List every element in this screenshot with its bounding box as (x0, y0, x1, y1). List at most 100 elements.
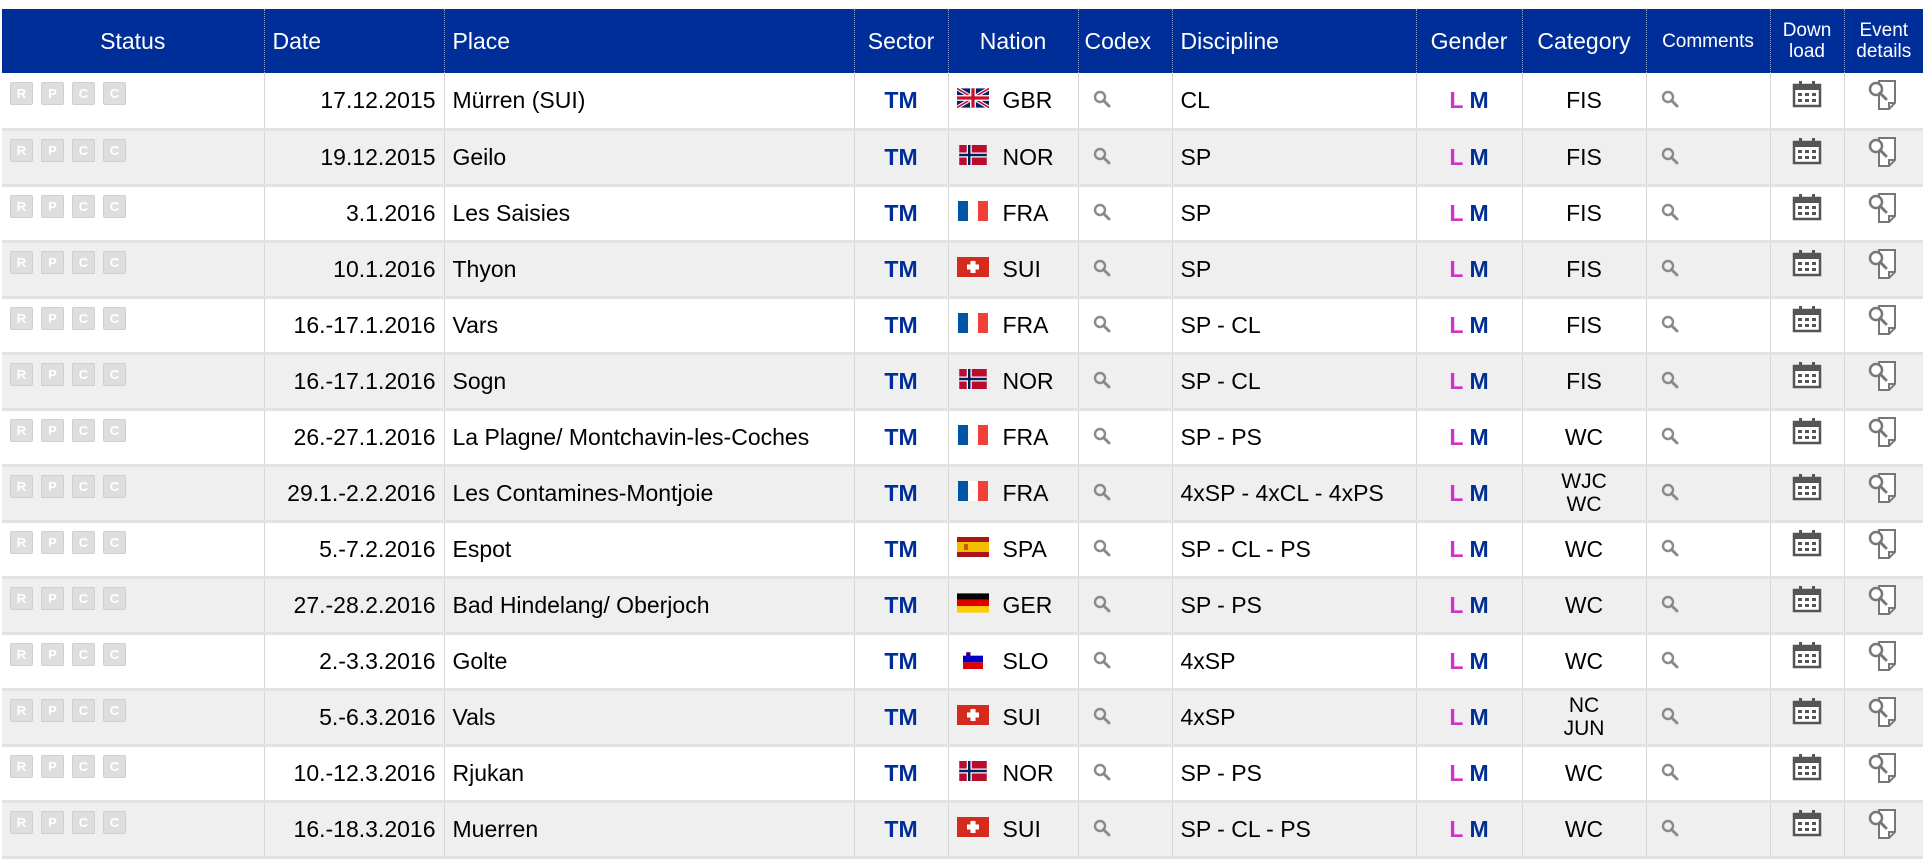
status-box-1[interactable]: P (41, 418, 64, 442)
event-details-icon[interactable] (1867, 77, 1901, 117)
status-box-1[interactable]: P (41, 362, 64, 386)
codex-magnifier-icon[interactable] (1093, 312, 1111, 339)
comments-magnifier-icon[interactable] (1661, 480, 1679, 507)
gender-men-link[interactable]: M (1469, 647, 1489, 674)
gender-men-link[interactable]: M (1469, 367, 1489, 394)
comments-magnifier-icon[interactable] (1661, 648, 1679, 675)
status-box-1[interactable]: P (41, 194, 64, 218)
gender-men-link[interactable]: M (1469, 311, 1489, 338)
status-box-0[interactable]: R (10, 642, 33, 666)
status-box-3[interactable]: C (103, 194, 126, 218)
status-box-2[interactable]: C (72, 698, 95, 722)
status-box-3[interactable]: C (103, 810, 126, 834)
event-details-icon[interactable] (1867, 414, 1901, 454)
status-box-2[interactable]: C (72, 81, 95, 105)
status-box-3[interactable]: C (103, 306, 126, 330)
calendar-download-icon[interactable] (1792, 249, 1822, 283)
status-box-0[interactable]: R (10, 194, 33, 218)
calendar-download-icon[interactable] (1792, 193, 1822, 227)
gender-men-link[interactable]: M (1469, 703, 1489, 730)
event-details-icon[interactable] (1867, 302, 1901, 342)
comments-magnifier-icon[interactable] (1661, 368, 1679, 395)
gender-ladies-link[interactable]: L (1449, 815, 1464, 842)
comments-magnifier-icon[interactable] (1661, 536, 1679, 563)
codex-magnifier-icon[interactable] (1093, 536, 1111, 563)
event-details-icon[interactable] (1867, 750, 1901, 790)
status-box-2[interactable]: C (72, 586, 95, 610)
gender-men-link[interactable]: M (1469, 759, 1489, 786)
status-box-1[interactable]: P (41, 642, 64, 666)
status-box-0[interactable]: R (10, 362, 33, 386)
gender-ladies-link[interactable]: L (1449, 199, 1464, 226)
codex-magnifier-icon[interactable] (1093, 87, 1111, 114)
status-box-1[interactable]: P (41, 306, 64, 330)
calendar-download-icon[interactable] (1792, 809, 1822, 843)
status-box-2[interactable]: C (72, 250, 95, 274)
gender-men-link[interactable]: M (1469, 255, 1489, 282)
status-box-3[interactable]: C (103, 474, 126, 498)
status-box-3[interactable]: C (103, 642, 126, 666)
event-details-icon[interactable] (1867, 694, 1901, 734)
gender-ladies-link[interactable]: L (1449, 86, 1464, 113)
comments-magnifier-icon[interactable] (1661, 144, 1679, 171)
status-box-0[interactable]: R (10, 81, 33, 105)
event-details-icon[interactable] (1867, 806, 1901, 846)
status-box-2[interactable]: C (72, 418, 95, 442)
gender-ladies-link[interactable]: L (1449, 255, 1464, 282)
event-details-icon[interactable] (1867, 582, 1901, 622)
status-box-1[interactable]: P (41, 474, 64, 498)
codex-magnifier-icon[interactable] (1093, 368, 1111, 395)
event-details-icon[interactable] (1867, 638, 1901, 678)
codex-magnifier-icon[interactable] (1093, 760, 1111, 787)
status-box-0[interactable]: R (10, 138, 33, 162)
calendar-download-icon[interactable] (1792, 473, 1822, 507)
calendar-download-icon[interactable] (1792, 753, 1822, 787)
gender-ladies-link[interactable]: L (1449, 535, 1464, 562)
codex-magnifier-icon[interactable] (1093, 200, 1111, 227)
event-details-icon[interactable] (1867, 470, 1901, 510)
status-box-2[interactable]: C (72, 754, 95, 778)
codex-magnifier-icon[interactable] (1093, 592, 1111, 619)
calendar-download-icon[interactable] (1792, 80, 1822, 114)
calendar-download-icon[interactable] (1792, 529, 1822, 563)
comments-magnifier-icon[interactable] (1661, 760, 1679, 787)
codex-magnifier-icon[interactable] (1093, 816, 1111, 843)
gender-men-link[interactable]: M (1469, 815, 1489, 842)
status-box-0[interactable]: R (10, 754, 33, 778)
status-box-0[interactable]: R (10, 586, 33, 610)
event-details-icon[interactable] (1867, 190, 1901, 230)
codex-magnifier-icon[interactable] (1093, 480, 1111, 507)
status-box-2[interactable]: C (72, 194, 95, 218)
status-box-1[interactable]: P (41, 530, 64, 554)
gender-ladies-link[interactable]: L (1449, 759, 1464, 786)
status-box-2[interactable]: C (72, 530, 95, 554)
event-details-icon[interactable] (1867, 134, 1901, 174)
event-details-icon[interactable] (1867, 246, 1901, 286)
gender-men-link[interactable]: M (1469, 143, 1489, 170)
comments-magnifier-icon[interactable] (1661, 312, 1679, 339)
status-box-1[interactable]: P (41, 698, 64, 722)
status-box-0[interactable]: R (10, 530, 33, 554)
gender-men-link[interactable]: M (1469, 591, 1489, 618)
event-details-icon[interactable] (1867, 358, 1901, 398)
codex-magnifier-icon[interactable] (1093, 704, 1111, 731)
comments-magnifier-icon[interactable] (1661, 87, 1679, 114)
status-box-2[interactable]: C (72, 138, 95, 162)
gender-men-link[interactable]: M (1469, 199, 1489, 226)
comments-magnifier-icon[interactable] (1661, 424, 1679, 451)
status-box-3[interactable]: C (103, 81, 126, 105)
gender-men-link[interactable]: M (1469, 479, 1489, 506)
gender-men-link[interactable]: M (1469, 423, 1489, 450)
gender-ladies-link[interactable]: L (1449, 703, 1464, 730)
codex-magnifier-icon[interactable] (1093, 424, 1111, 451)
calendar-download-icon[interactable] (1792, 417, 1822, 451)
status-box-3[interactable]: C (103, 138, 126, 162)
gender-ladies-link[interactable]: L (1449, 423, 1464, 450)
status-box-0[interactable]: R (10, 810, 33, 834)
status-box-2[interactable]: C (72, 474, 95, 498)
comments-magnifier-icon[interactable] (1661, 200, 1679, 227)
status-box-1[interactable]: P (41, 754, 64, 778)
status-box-3[interactable]: C (103, 754, 126, 778)
calendar-download-icon[interactable] (1792, 641, 1822, 675)
comments-magnifier-icon[interactable] (1661, 592, 1679, 619)
